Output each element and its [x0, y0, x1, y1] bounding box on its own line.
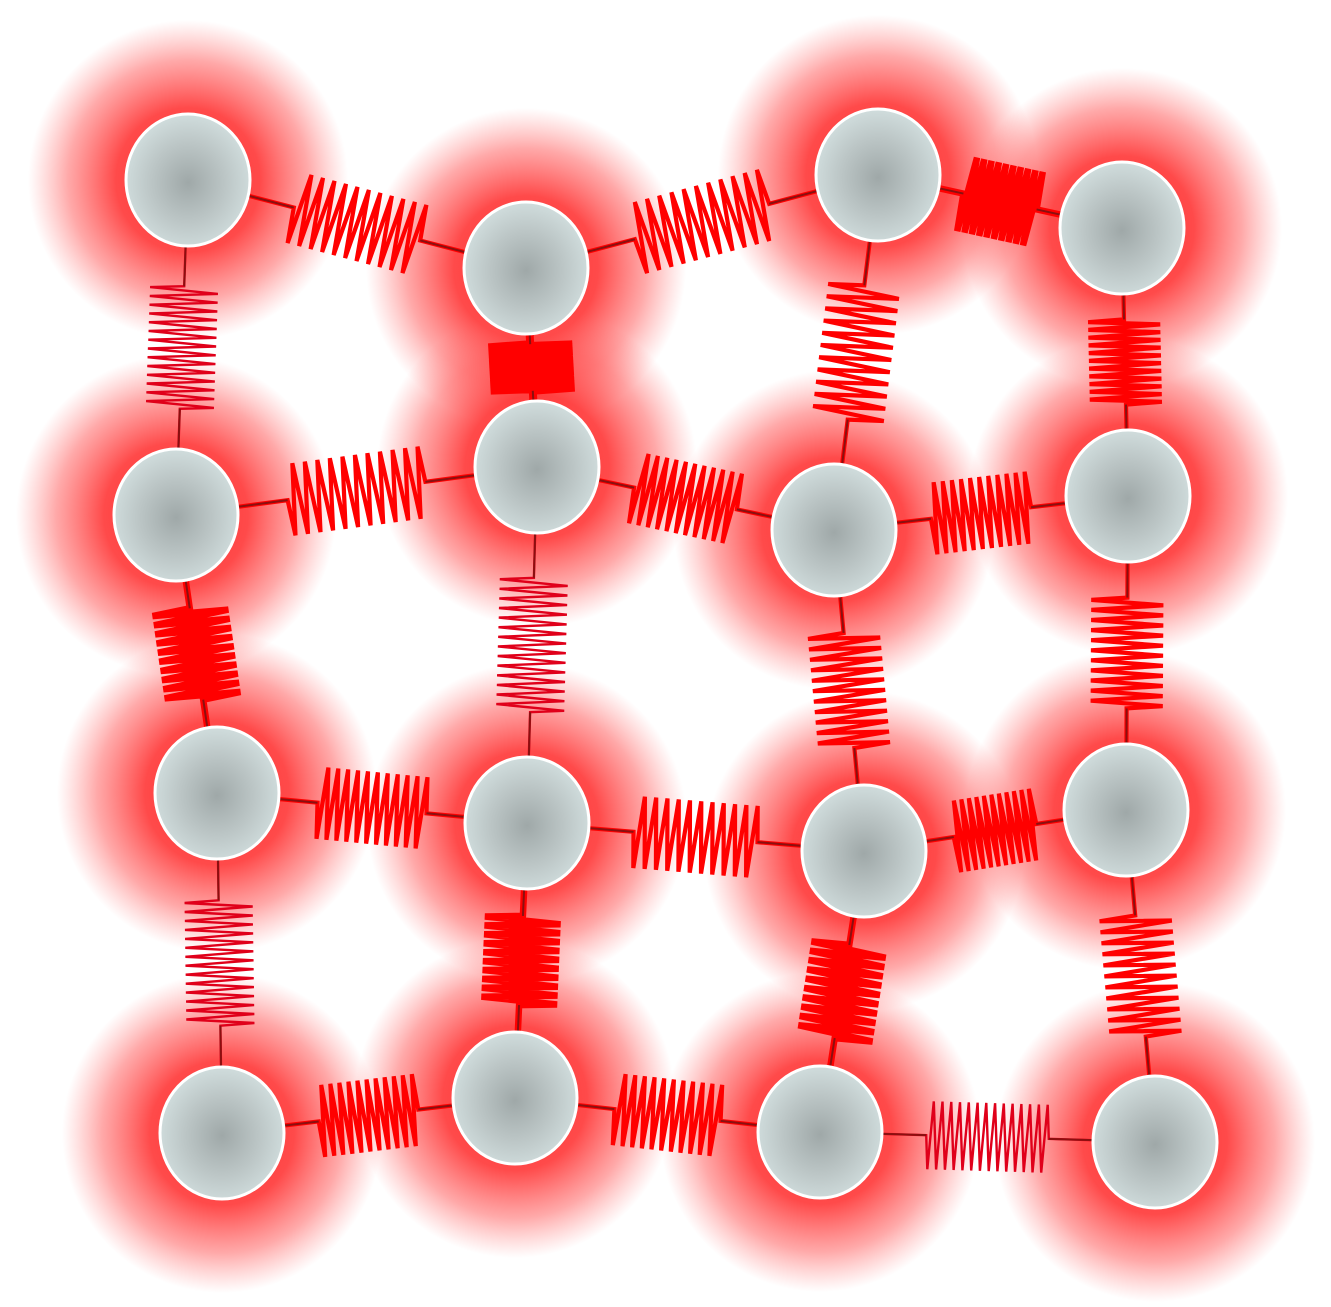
- mass-m-3-2: [463, 755, 591, 891]
- spring-m-3-3-to-m-4-3: [797, 907, 887, 1076]
- mass-m-2-4: [1064, 428, 1192, 564]
- spring-m-4-1-to-m-4-2: [279, 1073, 458, 1158]
- spring-lead-m-4-3-to-m-4-4-0: [877, 1132, 927, 1137]
- mass-m-4-3: [756, 1064, 884, 1200]
- spring-lead-m-1-1-to-m-1-2-1: [419, 239, 471, 255]
- spring-lead-m-2-3-to-m-2-4-1: [1030, 501, 1071, 509]
- spring-lead-m-1-2-to-m-1-3-0: [581, 238, 636, 255]
- spring-lead-m-2-2-to-m-2-3-0: [593, 478, 635, 489]
- spring-lead-m-2-2-to-m-2-3-1: [736, 508, 778, 519]
- mass-m-3-4: [1062, 742, 1190, 878]
- spring-m-4-2-to-m-4-3: [572, 1073, 763, 1157]
- spring-m-4-3-to-m-4-4: [877, 1101, 1098, 1173]
- spring-layer: [145, 156, 1182, 1173]
- spring-m-1-2-to-m-2-2: [487, 325, 576, 410]
- spring-m-3-1-to-m-4-1: [184, 850, 255, 1076]
- mass-m-4-1: [158, 1065, 286, 1201]
- spring-m-2-3-to-m-3-3: [807, 587, 891, 794]
- mass-m-3-1: [153, 725, 281, 861]
- spring-lead-m-3-2-to-m-3-3-1: [757, 841, 807, 848]
- spring-lead-m-3-1-to-m-3-2-0: [274, 797, 318, 804]
- spring-m-3-4-to-m-4-4: [1099, 867, 1182, 1085]
- spring-lead-m-4-2-to-m-4-3-0: [572, 1103, 615, 1111]
- mass-m-2-1: [112, 447, 240, 583]
- mass-m-1-2: [462, 200, 590, 336]
- spring-m-1-4-to-m-2-4: [1087, 285, 1163, 439]
- spring-m-2-3-to-m-2-4: [891, 471, 1071, 555]
- spring-lead-m-4-1-to-m-4-2-0: [279, 1120, 319, 1128]
- spring-m-2-2-to-m-2-3: [593, 453, 778, 544]
- spring-lead-m-2-3-to-m-2-4-0: [891, 517, 932, 525]
- spring-lead-m-1-1-to-m-1-2-0: [243, 193, 295, 209]
- mass-m-2-2: [473, 399, 601, 535]
- spring-m-2-1-to-m-2-2: [233, 446, 480, 536]
- spring-m-1-1-to-m-1-2: [243, 174, 471, 274]
- mass-m-1-1: [124, 112, 252, 248]
- spring-lead-m-1-2-to-m-1-3-1: [768, 188, 823, 205]
- spring-lead-m-3-2-to-m-3-3-0: [584, 826, 634, 833]
- mass-m-1-3: [814, 107, 942, 243]
- mass-m-4-4: [1091, 1074, 1219, 1210]
- spring-m-1-3-to-m-2-3: [812, 232, 900, 473]
- spring-lead-m-2-1-to-m-2-2-1: [425, 473, 480, 483]
- mass-m-3-3: [800, 783, 928, 919]
- spring-lead-m-3-1-to-m-3-2-1: [426, 812, 470, 819]
- spring-lead-m-4-1-to-m-4-2-1: [418, 1103, 458, 1111]
- spring-lead-m-2-1-to-m-2-2-0: [233, 499, 288, 509]
- spring-m-3-1-to-m-3-2: [274, 767, 470, 849]
- spring-m-1-2-to-m-1-3: [581, 169, 823, 274]
- spring-lead-m-4-3-to-m-4-4-1: [1048, 1137, 1098, 1142]
- spring-m-2-1-to-m-3-1: [151, 571, 242, 737]
- mass-m-4-2: [451, 1030, 579, 1166]
- spring-m-2-4-to-m-3-4: [1090, 553, 1164, 753]
- mass-layer: [112, 107, 1219, 1210]
- spring-m-2-2-to-m-3-2: [496, 524, 568, 766]
- spring-m-1-3-to-m-1-4: [934, 156, 1066, 247]
- spring-m-1-1-to-m-2-1: [145, 237, 219, 458]
- spring-lead-m-4-2-to-m-4-3-1: [720, 1119, 763, 1127]
- spring-m-3-2-to-m-3-3: [584, 796, 807, 878]
- mass-m-1-4: [1058, 160, 1186, 296]
- spring-m-3-2-to-m-4-2: [481, 880, 561, 1041]
- mass-m-2-3: [770, 462, 898, 598]
- spring-m-3-3-to-m-3-4: [920, 788, 1070, 873]
